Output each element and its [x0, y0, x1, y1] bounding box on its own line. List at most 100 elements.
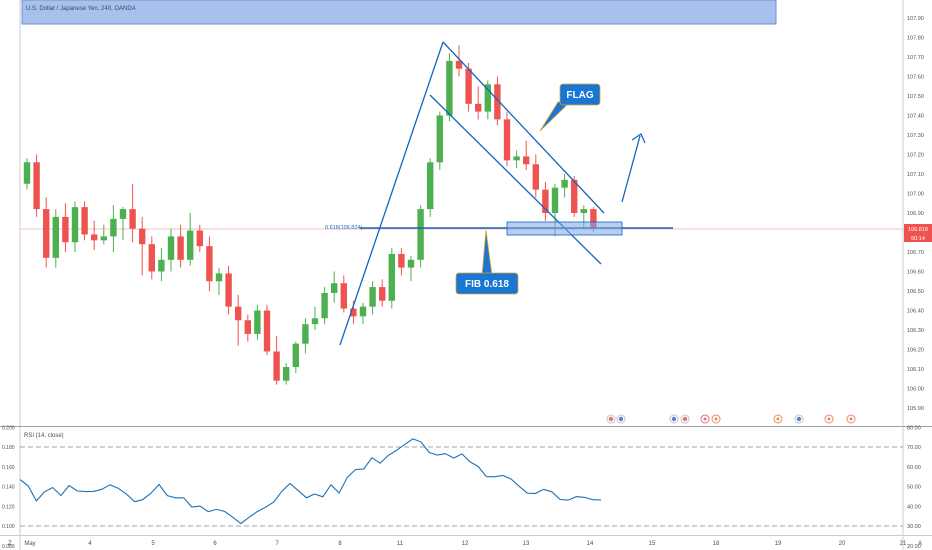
candle-body[interactable]: [532, 164, 539, 190]
us-flag-event-icon: [671, 416, 677, 422]
candle-body[interactable]: [100, 236, 107, 241]
symbol-title[interactable]: U.S. Dollar / Japanese Yen, 240, OANDA: [26, 6, 136, 12]
event-dot-icon: [703, 417, 707, 421]
candle-body[interactable]: [129, 209, 136, 229]
candle-body[interactable]: [484, 84, 491, 112]
flag-upper-trendline[interactable]: [442, 41, 605, 214]
candle-body[interactable]: [43, 209, 50, 258]
time-axis-right-label[interactable]: A: [918, 541, 922, 547]
us-flag-event-icon: [796, 416, 802, 422]
candle-body[interactable]: [254, 310, 261, 334]
candle-body[interactable]: [148, 244, 155, 272]
event-dot-icon: [714, 417, 718, 421]
candle-body[interactable]: [187, 230, 194, 260]
candle-body[interactable]: [235, 306, 242, 321]
time-axis-label: May: [24, 541, 35, 547]
price-tick-label: 107.60: [907, 75, 924, 81]
price-axis-bg[interactable]: [903, 0, 932, 550]
candle-body[interactable]: [427, 162, 434, 210]
candle-body[interactable]: [292, 343, 299, 368]
candle-body[interactable]: [139, 228, 146, 245]
candle-body[interactable]: [321, 292, 328, 319]
rsi-title[interactable]: RSI (14, close): [24, 433, 64, 439]
price-tick-label: 106.70: [907, 250, 924, 256]
candle-body[interactable]: [523, 156, 530, 165]
candle-body[interactable]: [119, 209, 127, 219]
flag-callout[interactable]: FLAG: [539, 83, 601, 132]
candle-body[interactable]: [436, 115, 443, 163]
candle-body[interactable]: [71, 207, 79, 243]
candle-body[interactable]: [331, 283, 338, 293]
price-tick-label: 106.20: [907, 348, 924, 354]
candle-body[interactable]: [177, 236, 184, 260]
candle-body[interactable]: [407, 259, 415, 268]
candle-body[interactable]: [23, 162, 31, 184]
rsi-right-tick-label: 30.00: [907, 524, 921, 530]
candle-body[interactable]: [475, 103, 482, 112]
price-tick-label: 107.00: [907, 192, 924, 198]
price-tick-label: 107.10: [907, 172, 924, 178]
candle-body[interactable]: [503, 119, 511, 161]
rsi-left-tick-label: 0.120: [2, 504, 15, 510]
us-flag-event-icon: [608, 416, 614, 422]
candle-body[interactable]: [590, 209, 597, 229]
flag-lower-trendline[interactable]: [429, 94, 602, 265]
fib-callout-text: FIB 0.618: [465, 279, 509, 290]
candle-body[interactable]: [513, 156, 520, 161]
candle-body[interactable]: [571, 179, 578, 213]
candle-body[interactable]: [225, 273, 232, 307]
fib-zone-box[interactable]: [506, 221, 623, 236]
fib-callout[interactable]: FIB 0.618: [455, 229, 519, 295]
candle-body[interactable]: [215, 273, 223, 282]
candle-body[interactable]: [417, 209, 424, 260]
candle-body[interactable]: [206, 246, 213, 282]
candle-body[interactable]: [465, 68, 472, 104]
symbol-header-box[interactable]: [21, 0, 777, 25]
price-tick-label: 107.20: [907, 153, 924, 159]
candle-body[interactable]: [52, 216, 59, 258]
candle-body[interactable]: [110, 218, 117, 237]
candle-body[interactable]: [379, 287, 386, 301]
candle-body[interactable]: [388, 253, 395, 301]
candle-body[interactable]: [273, 351, 280, 381]
candle-body[interactable]: [91, 234, 98, 241]
rsi-right-tick-label: 20.00: [907, 544, 921, 550]
candle-body[interactable]: [542, 189, 549, 213]
candle-body[interactable]: [33, 162, 40, 210]
us-flag-event-icon: [682, 416, 688, 422]
time-axis-left-label[interactable]: Z: [8, 541, 12, 547]
rsi-left-tick-label: 0.160: [2, 465, 15, 471]
candle-body[interactable]: [158, 259, 165, 272]
rsi-right-tick-label: 60.00: [907, 465, 921, 471]
price-tick-label: 107.40: [907, 114, 924, 120]
time-axis-labels: May 4 5 6 7 8 11 12 13 14 15 18 19 20 21: [24, 541, 907, 547]
candle-body[interactable]: [551, 187, 559, 213]
candle-body[interactable]: [311, 318, 319, 325]
candle-body[interactable]: [283, 367, 290, 381]
rally-trendline[interactable]: [339, 41, 444, 346]
candle-body[interactable]: [196, 230, 203, 247]
candle-body[interactable]: [302, 324, 309, 344]
candle-body[interactable]: [446, 60, 453, 116]
candle-body[interactable]: [359, 306, 367, 317]
candle-body[interactable]: [350, 308, 357, 317]
countdown-text: 50:14: [911, 236, 925, 242]
projection-arrow[interactable]: [621, 135, 641, 203]
candle-body[interactable]: [244, 320, 251, 334]
candle-body[interactable]: [340, 283, 347, 309]
candle-body[interactable]: [494, 84, 501, 120]
candle-body[interactable]: [369, 287, 376, 307]
rsi-right-tick-label: 70.00: [907, 445, 921, 451]
candle-body[interactable]: [167, 236, 175, 260]
candle-body[interactable]: [81, 207, 88, 235]
price-pane-bg[interactable]: [20, 0, 903, 426]
candle-body[interactable]: [455, 60, 463, 69]
candle-body[interactable]: [62, 216, 69, 243]
price-tick-label: 106.30: [907, 328, 924, 334]
rsi-line[interactable]: [19, 438, 602, 525]
rsi-left-axis: 0.200 0.180 0.160 0.140 0.120 0.100 0.080: [2, 425, 15, 550]
candle-body[interactable]: [580, 209, 587, 213]
candle-body[interactable]: [398, 253, 405, 268]
candle-body[interactable]: [263, 310, 271, 352]
candle-body[interactable]: [561, 179, 568, 188]
